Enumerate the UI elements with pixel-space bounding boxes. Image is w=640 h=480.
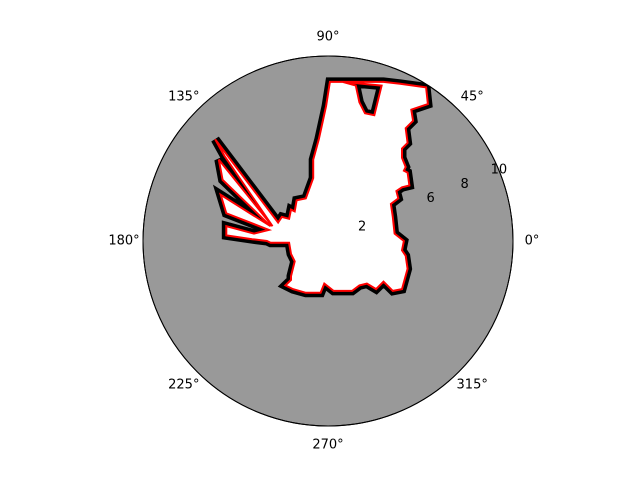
angle-tick-label-315: 315° <box>457 378 488 393</box>
radial-tick-label-6: 6 <box>426 191 434 206</box>
radial-tick-label-2: 2 <box>358 219 366 234</box>
angle-tick-label-90: 90° <box>316 30 339 45</box>
radial-tick-label-10: 10 <box>491 163 508 178</box>
angle-tick-label-180: 180° <box>108 234 139 249</box>
free-space-region <box>215 81 428 293</box>
angle-tick-label-0: 0° <box>525 234 540 249</box>
angle-tick-label-270: 270° <box>312 438 343 453</box>
radial-tick-label-8: 8 <box>461 177 469 192</box>
angle-tick-label-135: 135° <box>168 89 199 104</box>
scan-boundary-line <box>214 80 429 294</box>
angle-tick-label-45: 45° <box>461 89 484 104</box>
polar-outline <box>142 55 514 427</box>
angle-tick-label-225: 225° <box>168 378 199 393</box>
